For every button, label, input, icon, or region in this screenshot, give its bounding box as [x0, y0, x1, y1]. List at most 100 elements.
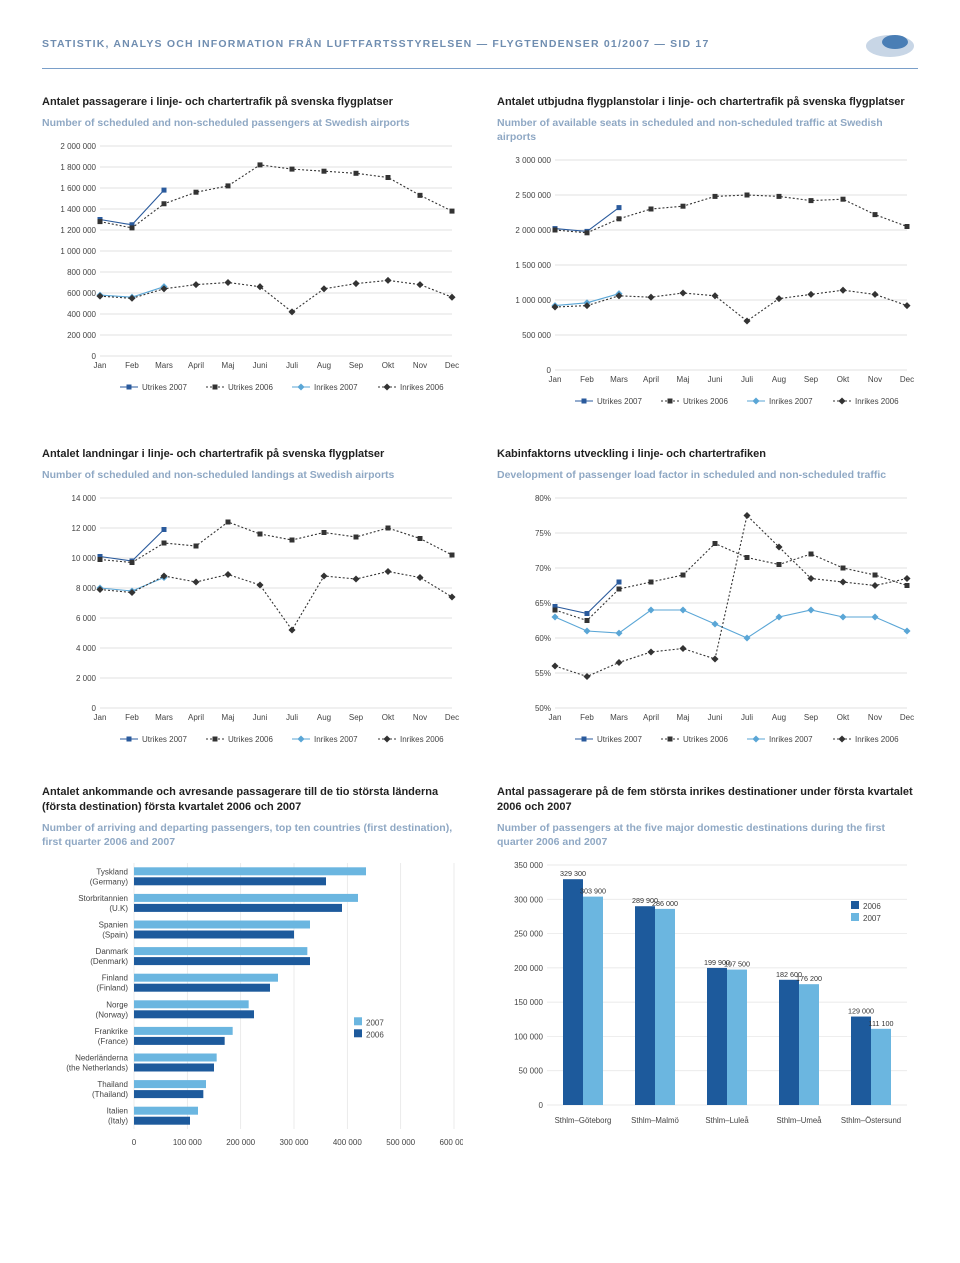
svg-text:Italien: Italien — [107, 1107, 128, 1116]
svg-text:Sep: Sep — [804, 713, 819, 722]
landings-line-chart: 14 00012 00010 0008 0006 0004 0002 0000J… — [42, 492, 463, 752]
svg-text:129 000: 129 000 — [848, 1007, 874, 1016]
svg-text:Inrikes 2007: Inrikes 2007 — [314, 383, 358, 392]
svg-text:Jan: Jan — [549, 375, 562, 384]
svg-text:50%: 50% — [535, 704, 551, 713]
svg-text:0: 0 — [547, 366, 552, 375]
svg-text:(Italy): (Italy) — [108, 1117, 128, 1126]
svg-text:Utrikes 2006: Utrikes 2006 — [228, 735, 273, 744]
svg-text:70%: 70% — [535, 564, 551, 573]
chart1-title: Antalet passagerare i linje- och charter… — [42, 95, 463, 110]
domestic-vbar-chart: 350 000300 000250 000200 000150 000100 0… — [497, 859, 918, 1129]
svg-text:Okt: Okt — [837, 713, 850, 722]
svg-text:Juli: Juli — [741, 713, 753, 722]
svg-text:(Germany): (Germany) — [90, 878, 129, 887]
svg-text:Danmark: Danmark — [96, 947, 129, 956]
svg-text:Inrikes 2007: Inrikes 2007 — [314, 735, 358, 744]
svg-text:Sep: Sep — [349, 361, 364, 370]
svg-text:Inrikes 2006: Inrikes 2006 — [400, 735, 444, 744]
svg-text:(France): (France) — [98, 1037, 129, 1046]
svg-text:Juli: Juli — [286, 713, 298, 722]
svg-text:Mars: Mars — [610, 375, 628, 384]
svg-text:Frankrike: Frankrike — [95, 1027, 129, 1036]
svg-text:Jan: Jan — [549, 713, 562, 722]
svg-text:Maj: Maj — [677, 375, 690, 384]
svg-text:Utrikes 2006: Utrikes 2006 — [683, 735, 728, 744]
svg-text:80%: 80% — [535, 494, 551, 503]
svg-text:Aug: Aug — [317, 713, 331, 722]
svg-text:Norge: Norge — [106, 1001, 128, 1010]
svg-text:Sthlm–Luleå: Sthlm–Luleå — [705, 1116, 749, 1125]
chart4-subtitle: Development of passenger load factor in … — [497, 468, 918, 482]
svg-text:Sthlm–Östersund: Sthlm–Östersund — [841, 1116, 901, 1125]
svg-text:60%: 60% — [535, 634, 551, 643]
svg-text:329 300: 329 300 — [560, 869, 586, 878]
svg-text:Feb: Feb — [580, 713, 594, 722]
svg-text:Nov: Nov — [413, 713, 427, 722]
chart2-subtitle: Number of available seats in scheduled a… — [497, 116, 918, 144]
svg-text:Finland: Finland — [102, 974, 128, 983]
chart2-title: Antalet utbjudna flygplanstolar i linje-… — [497, 95, 918, 110]
svg-text:0: 0 — [132, 1138, 137, 1147]
svg-text:286 000: 286 000 — [652, 899, 678, 908]
svg-text:Thailand: Thailand — [97, 1080, 128, 1089]
svg-text:1 400 000: 1 400 000 — [60, 205, 96, 214]
svg-text:2006: 2006 — [863, 902, 881, 911]
chart1-subtitle: Number of scheduled and non-scheduled pa… — [42, 116, 463, 130]
chart6-subtitle: Number of passengers at the five major d… — [497, 821, 918, 849]
svg-text:Juni: Juni — [708, 713, 723, 722]
countries-hbar-chart: 0100 000200 000300 000400 000500 000600 … — [42, 859, 463, 1149]
svg-text:75%: 75% — [535, 529, 551, 538]
svg-text:(Finland): (Finland) — [96, 984, 128, 993]
svg-text:100 000: 100 000 — [514, 1033, 543, 1042]
svg-text:303 900: 303 900 — [580, 887, 606, 896]
svg-text:500 000: 500 000 — [522, 331, 551, 340]
svg-text:Mars: Mars — [610, 713, 628, 722]
svg-text:2 000: 2 000 — [76, 674, 97, 683]
svg-text:0: 0 — [539, 1101, 544, 1110]
svg-text:Dec: Dec — [900, 713, 914, 722]
svg-text:6 000: 6 000 — [76, 614, 97, 623]
svg-text:Nov: Nov — [868, 375, 882, 384]
svg-text:Juli: Juli — [741, 375, 753, 384]
chart5-subtitle: Number of arriving and departing passeng… — [42, 821, 463, 849]
svg-text:April: April — [188, 713, 204, 722]
svg-text:500 000: 500 000 — [386, 1138, 415, 1147]
svg-text:Sthlm–Göteborg: Sthlm–Göteborg — [555, 1116, 612, 1125]
svg-text:Maj: Maj — [222, 713, 235, 722]
svg-text:3 000 000: 3 000 000 — [515, 156, 551, 165]
svg-text:Okt: Okt — [382, 713, 395, 722]
svg-text:April: April — [188, 361, 204, 370]
svg-text:150 000: 150 000 — [514, 998, 543, 1007]
svg-text:65%: 65% — [535, 599, 551, 608]
svg-text:Jan: Jan — [94, 713, 107, 722]
svg-text:Inrikes 2006: Inrikes 2006 — [400, 383, 444, 392]
passengers-line-chart: 2 000 0001 800 0001 600 0001 400 0001 20… — [42, 140, 463, 400]
svg-text:(U.K): (U.K) — [109, 904, 128, 913]
svg-text:Mars: Mars — [155, 713, 173, 722]
svg-text:1 000 000: 1 000 000 — [515, 296, 551, 305]
seats-line-chart: 3 000 0002 500 0002 000 0001 500 0001 00… — [497, 154, 918, 414]
svg-text:2 500 000: 2 500 000 — [515, 191, 551, 200]
chart3-subtitle: Number of scheduled and non-scheduled la… — [42, 468, 463, 482]
svg-text:(the Netherlands): (the Netherlands) — [66, 1064, 128, 1073]
svg-text:Utrikes 2006: Utrikes 2006 — [683, 397, 728, 406]
svg-text:Maj: Maj — [222, 361, 235, 370]
chart6-title: Antal passagerare på de fem största inri… — [497, 785, 918, 815]
svg-text:300 000: 300 000 — [514, 896, 543, 905]
svg-text:111 100: 111 100 — [869, 1019, 894, 1028]
svg-text:Juni: Juni — [708, 375, 723, 384]
svg-text:Sep: Sep — [349, 713, 364, 722]
chart4-title: Kabinfaktorns utveckling i linje- och ch… — [497, 447, 918, 462]
svg-text:Nederländerna: Nederländerna — [75, 1054, 128, 1063]
svg-text:0: 0 — [92, 352, 97, 361]
svg-text:200 000: 200 000 — [67, 331, 96, 340]
svg-text:Utrikes 2007: Utrikes 2007 — [597, 397, 642, 406]
svg-text:350 000: 350 000 — [514, 861, 543, 870]
svg-text:1 000 000: 1 000 000 — [60, 247, 96, 256]
svg-text:Sthlm–Umeå: Sthlm–Umeå — [776, 1116, 822, 1125]
svg-text:8 000: 8 000 — [76, 584, 97, 593]
svg-text:Maj: Maj — [677, 713, 690, 722]
svg-text:2006: 2006 — [366, 1031, 384, 1040]
svg-text:(Thailand): (Thailand) — [92, 1090, 128, 1099]
